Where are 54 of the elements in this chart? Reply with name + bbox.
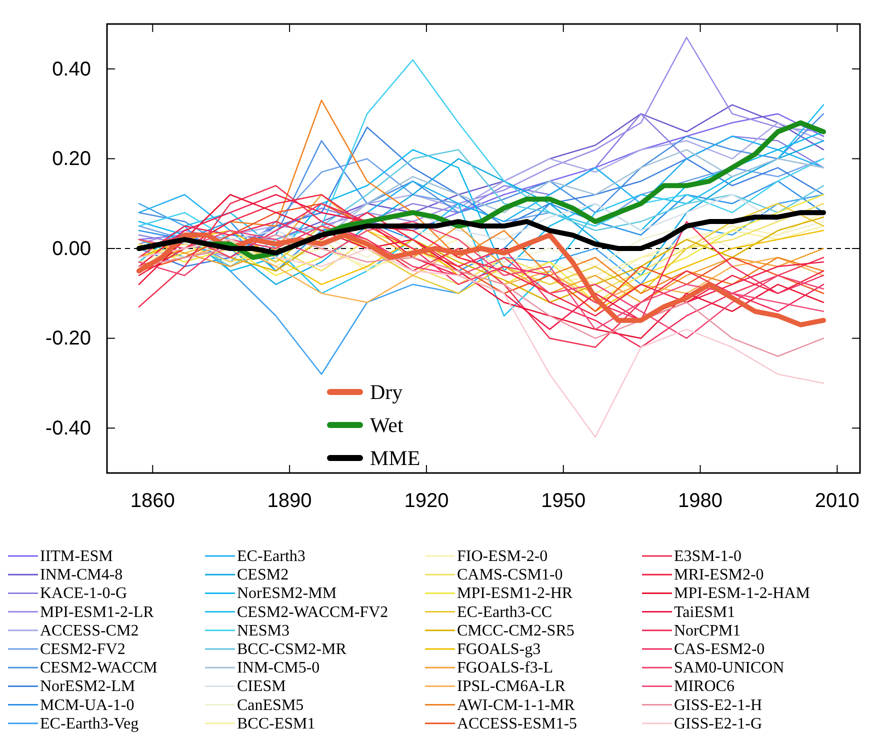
y-tick-label: 0.20 [52, 148, 91, 170]
legend-label: FGOALS-f3-L [457, 660, 553, 677]
legend-label: CAS-ESM2-0 [674, 641, 765, 658]
legend-label: GISS-E2-1-G [674, 715, 762, 732]
y-tick-label: -0.20 [45, 328, 91, 350]
legend-label: SAM0-UNICON [674, 660, 785, 677]
x-tick-label: 1890 [267, 490, 312, 512]
legend-label: CIESM [237, 678, 286, 696]
x-tick-label: 1950 [541, 490, 586, 512]
legend-label: FIO-ESM-2-0 [457, 548, 548, 565]
legend-label: ACCESS-ESM1-5 [457, 715, 578, 732]
legend-label: CAMS-CSM1-0 [457, 566, 563, 584]
legend-label: IITM-ESM [40, 548, 113, 565]
legend-label: CESM2-WACCM-FV2 [237, 604, 388, 621]
legend-label: CanESM5 [237, 696, 304, 714]
legend-label: NorESM2-LM [40, 678, 136, 696]
y-tick-label: 0.40 [52, 58, 91, 80]
legend-label: INM-CM4-8 [40, 566, 123, 584]
legend-label: Dry [370, 380, 404, 404]
legend-label: NorESM2-MM [237, 585, 337, 602]
legend-label: EC-Earth3-Veg [40, 715, 139, 732]
legend-label: CESM2 [237, 566, 289, 584]
y-tick-label: 0.00 [52, 238, 91, 260]
legend-label: IPSL-CM6A-LR [457, 678, 566, 696]
x-tick-label: 2010 [814, 490, 860, 512]
legend-label: EC-Earth3-CC [457, 604, 552, 621]
legend-label: CMCC-CM2-SR5 [457, 622, 574, 640]
legend-label: BCC-CSM2-MR [237, 641, 347, 658]
legend-label: MPI-ESM1-2-LR [40, 604, 154, 621]
legend-label: TaiESM1 [674, 604, 736, 621]
legend-label: E3SM-1-0 [674, 548, 742, 565]
legend-label: BCC-ESM1 [237, 715, 316, 732]
y-tick-label: -0.40 [45, 418, 91, 440]
legend-label: ACCESS-CM2 [40, 622, 139, 640]
legend-label: Wet [370, 413, 404, 437]
legend-label: NESM3 [237, 622, 290, 640]
legend-label: GISS-E2-1-H [674, 696, 762, 714]
legend-label: INM-CM5-0 [237, 660, 320, 677]
x-tick-label: 1980 [678, 490, 723, 512]
legend-label: MPI-ESM1-2-HR [457, 585, 573, 602]
legend-label: CESM2-WACCM [40, 660, 158, 677]
legend-label: EC-Earth3 [237, 548, 306, 565]
legend-label: NorCPM1 [674, 622, 741, 640]
legend-label: FGOALS-g3 [457, 641, 541, 658]
x-tick-label: 1860 [130, 490, 175, 512]
legend-label: MME [370, 446, 420, 470]
legend-label: MPI-ESM-1-2-HAM [674, 585, 810, 602]
legend-label: MRI-ESM2-0 [674, 566, 764, 584]
legend-label: AWI-CM-1-1-MR [457, 696, 576, 714]
legend-label: KACE-1-0-G [40, 585, 128, 602]
legend-label: CESM2-FV2 [40, 641, 126, 658]
legend-label: MCM-UA-1-0 [40, 696, 134, 714]
x-tick-label: 1920 [404, 490, 449, 512]
legend-label: MIROC6 [674, 678, 734, 696]
